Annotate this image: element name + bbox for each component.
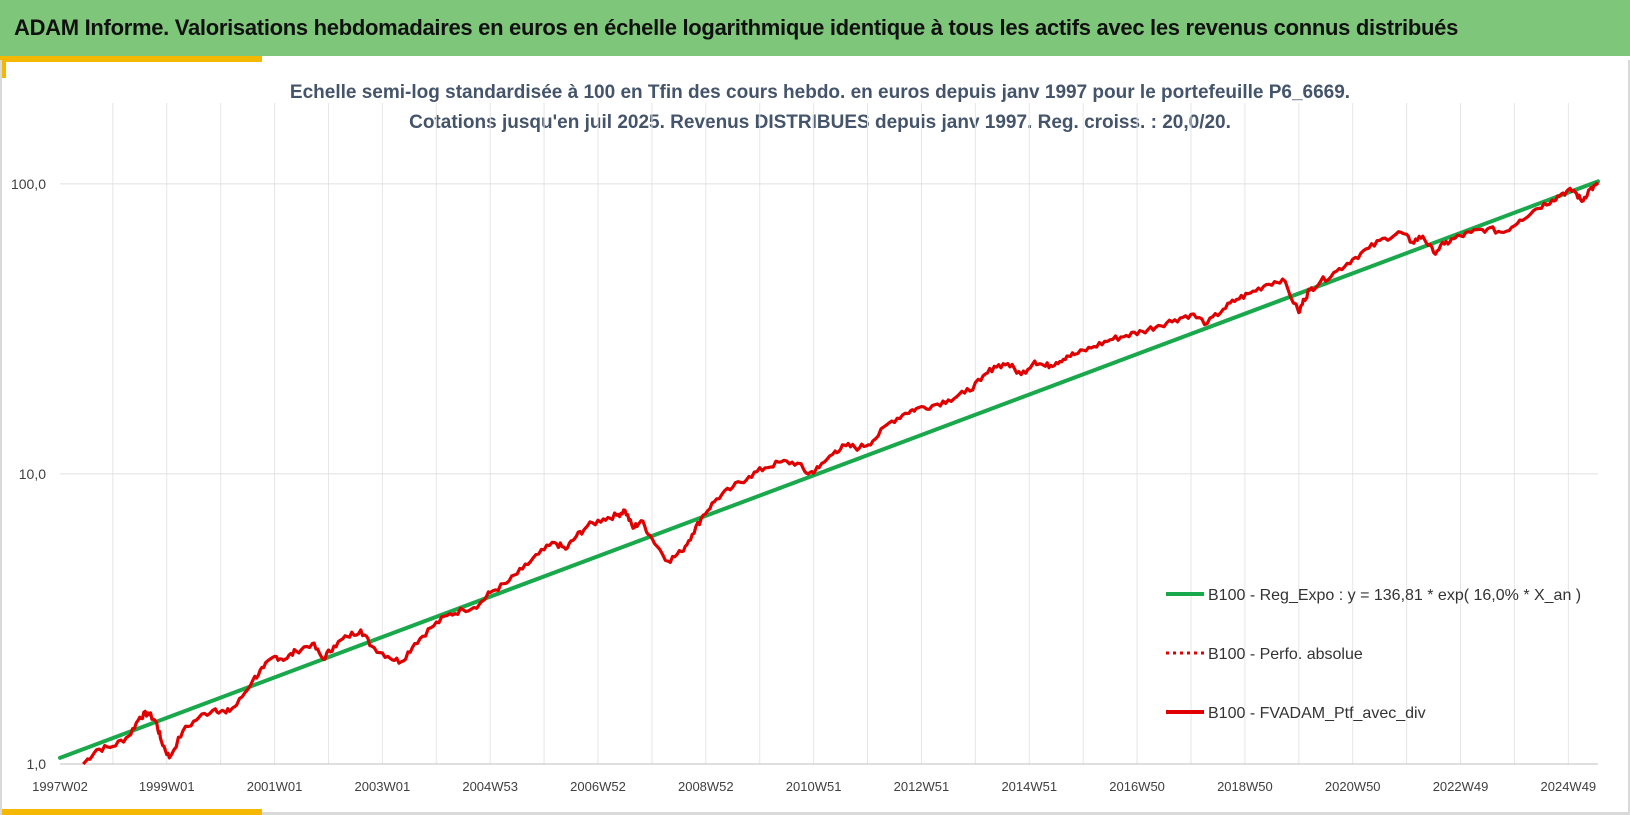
accent-stripe-left [0,56,6,78]
x-tick-label: 2024W49 [1541,779,1597,794]
chart-title: Echelle semi-log standardisée à 100 en T… [290,82,1350,103]
y-axis: 1,0 10,0 100,0 [11,176,46,772]
y-tick-label: 1,0 [27,756,47,772]
y-tick-label: 10,0 [19,466,46,482]
legend-label: B100 - Reg_Expo : y = 136,81 * exp( 16,0… [1208,587,1581,604]
frame-left [0,60,2,815]
page-title: ADAM Informe. Valorisations hebdomadaire… [14,15,1459,40]
accent-stripe-top [0,56,262,62]
frame-right [1628,60,1630,815]
x-tick-label: 2004W53 [462,779,518,794]
grid [60,103,1598,765]
accent-stripe-bottom [0,809,262,815]
x-tick-label: 2001W01 [247,779,303,794]
frame-bottom [262,812,1630,815]
plot-area [58,179,1600,766]
x-tick-label: 2008W52 [678,779,734,794]
x-tick-label: 2018W50 [1217,779,1273,794]
x-tick-label: 1999W01 [139,779,195,794]
x-tick-label: 2003W01 [355,779,411,794]
x-tick-label: 2006W52 [570,779,626,794]
legend: B100 - Reg_Expo : y = 136,81 * exp( 16,0… [1166,587,1581,722]
legend-label: B100 - FVADAM_Ptf_avec_div [1208,705,1426,722]
x-tick-label: 2012W51 [894,779,950,794]
series-line-regression [58,179,1600,760]
x-tick-label: 2010W51 [786,779,842,794]
x-tick-label: 1997W02 [32,779,88,794]
x-tick-label: 2020W50 [1325,779,1381,794]
x-tick-label: 2014W51 [1001,779,1057,794]
y-tick-label: 100,0 [11,176,46,192]
x-tick-label: 2016W50 [1109,779,1165,794]
x-tick-label: 2022W49 [1433,779,1489,794]
series-line-portfolio [82,181,1600,766]
x-axis: 1997W02 1999W01 2001W01 2003W01 2004W53 2006W… [32,779,1596,794]
legend-label: B100 - Perfo. absolue [1208,646,1363,663]
header-bar: ADAM Informe. Valorisations hebdomadaire… [0,0,1630,56]
chart-subtitle: Cotations jusqu'en juil 2025. Revenus DI… [409,112,1231,133]
